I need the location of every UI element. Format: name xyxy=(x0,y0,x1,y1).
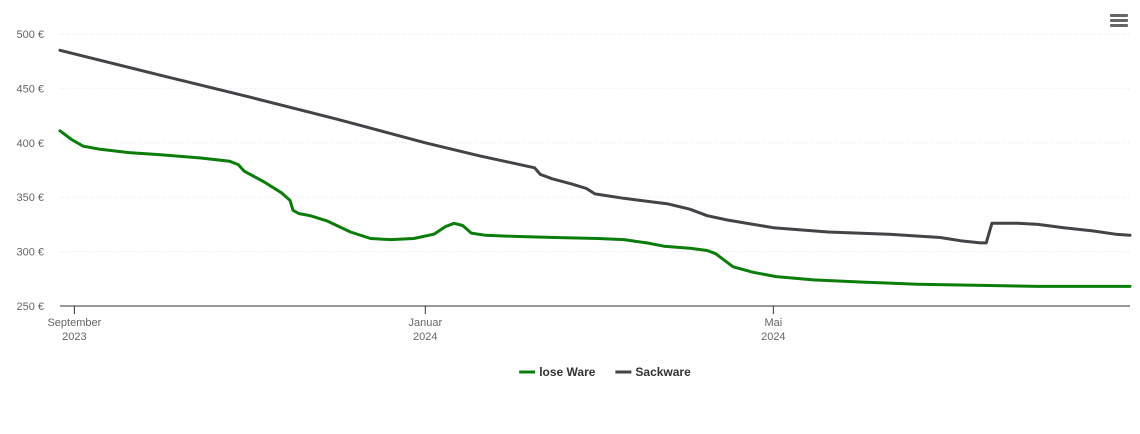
legend-label: lose Ware xyxy=(539,365,596,379)
x-tick-label-month: September xyxy=(47,317,101,329)
grid-lines xyxy=(60,33,1130,253)
x-tick-label-year: 2023 xyxy=(62,331,86,343)
y-tick-label: 300 € xyxy=(16,247,44,259)
y-tick-label: 350 € xyxy=(16,192,44,204)
y-tick-label: 250 € xyxy=(16,301,44,313)
x-tick-label-year: 2024 xyxy=(761,331,785,343)
legend-item: lose Ware xyxy=(519,365,596,379)
y-tick-label: 450 € xyxy=(16,83,44,95)
series-lines xyxy=(58,48,1132,288)
legend: lose Ware Sackware xyxy=(519,365,691,379)
series-line-1 xyxy=(58,48,1132,245)
axes: 250 € 300 € 350 € 400 € 450 € 500 € September 2… xyxy=(16,29,1130,343)
x-tick-label-month: Mai xyxy=(764,317,782,329)
legend-label: Sackware xyxy=(635,365,691,379)
hamburger-menu-icon[interactable] xyxy=(1108,12,1130,32)
y-tick-label: 500 € xyxy=(16,29,44,41)
y-tick-label: 400 € xyxy=(16,138,44,150)
legend-item: Sackware xyxy=(615,365,691,379)
x-tick-label-month: Januar xyxy=(408,317,442,329)
series-line-0 xyxy=(58,129,1132,288)
x-tick-label-year: 2024 xyxy=(413,331,437,343)
